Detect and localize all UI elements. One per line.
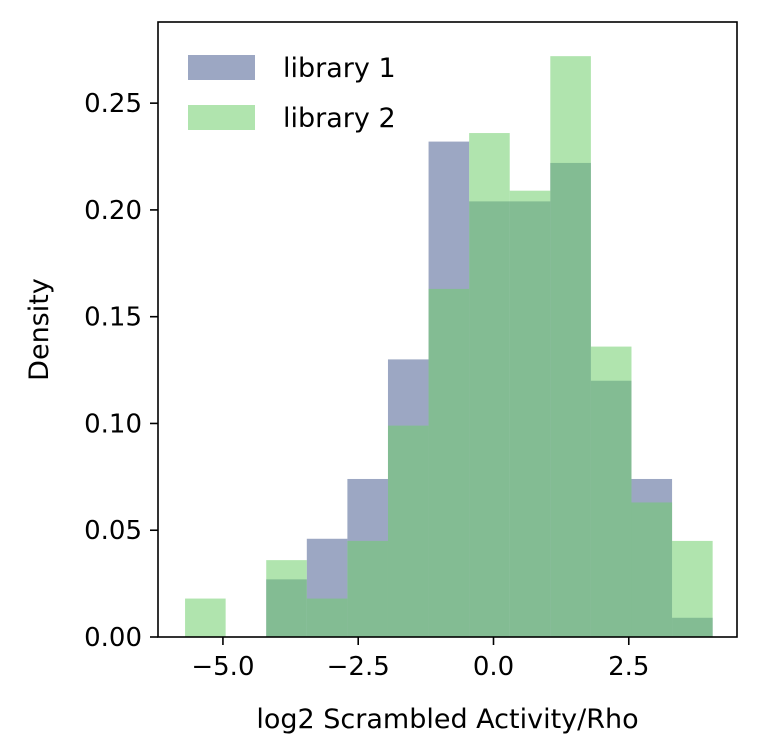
bar-series-2 [469,133,510,637]
bar-series-2 [590,346,632,637]
x-tick-label: −5.0 [191,652,254,682]
legend-label-1: library 1 [283,53,396,84]
y-tick-label: 0.25 [84,89,142,119]
bar-series-2 [428,288,470,637]
plot-frame [157,21,738,638]
bar-series-2 [306,598,348,637]
y-tick-label: 0.05 [84,516,142,546]
y-axis-label: Density [24,278,55,381]
x-tick-label: 2.5 [608,652,649,682]
bar-series-2 [387,425,429,637]
x-axis-ticks: −5.0 −2.5 0.0 2.5 [191,637,649,682]
bar-series-2 [347,540,388,637]
y-tick-label: 0.10 [84,409,142,439]
bar-series-2 [550,56,591,637]
y-axis-ticks: 0.00 0.05 0.10 0.15 0.20 0.25 [84,89,158,653]
y-tick-label: 0.15 [84,303,142,333]
legend-swatch-1 [188,55,255,80]
bars-layer [185,56,713,638]
bar-series-2 [185,598,226,637]
bar-series-2 [266,560,307,637]
legend-label-2: library 2 [283,103,396,134]
bar-series-2 [509,190,551,637]
y-tick-label: 0.00 [84,623,142,653]
bar-series-2 [631,502,673,637]
y-tick-label: 0.20 [84,196,142,226]
legend: library 1 library 2 [188,53,396,134]
x-tick-label: −2.5 [327,652,390,682]
x-tick-label: 0.0 [473,652,514,682]
bar-series-2 [672,540,713,637]
legend-swatch-2 [188,105,255,130]
x-axis-label: log2 Scrambled Activity/Rho [256,704,638,735]
